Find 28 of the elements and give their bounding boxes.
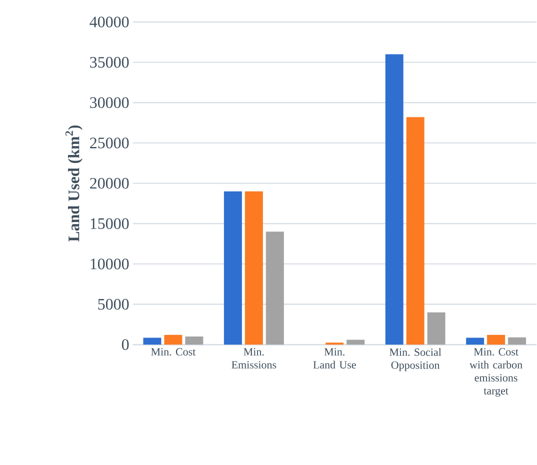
bar: [427, 312, 446, 344]
x-tick-label: Min. Emissions: [232, 348, 276, 368]
bar: [385, 54, 404, 344]
y-tick-label: 15000: [90, 218, 129, 229]
y-tick-label: 30000: [90, 97, 129, 108]
bar: [266, 231, 284, 344]
bar: [508, 337, 526, 344]
y-tick-label: 0: [122, 338, 129, 350]
bar: [143, 338, 162, 344]
y-tick-label: 40000: [90, 16, 129, 28]
y-tick-label: 20000: [90, 178, 129, 188]
bar: [224, 191, 242, 344]
x-tick-label: Min. Land Use: [313, 348, 356, 368]
x-tick-label: Min. Cost: [151, 348, 196, 356]
y-tick-label: 5000: [98, 298, 129, 310]
x-tick-label: Min. Cost with carbon emissions target: [470, 348, 522, 396]
y-tick-label: 10000: [90, 258, 129, 270]
bar: [164, 334, 182, 344]
bar: [466, 338, 484, 344]
y-tick-label: 25000: [90, 137, 129, 148]
bar: [185, 336, 204, 344]
bar: [244, 191, 263, 344]
bar: [487, 334, 506, 344]
x-tick-label: Min. Social Opposition: [390, 348, 442, 371]
y-tick-label: 35000: [90, 56, 129, 68]
bar: [406, 116, 424, 344]
bar: [346, 340, 365, 344]
y-axis-title: Land Used (km$^{2}$): [65, 125, 83, 242]
